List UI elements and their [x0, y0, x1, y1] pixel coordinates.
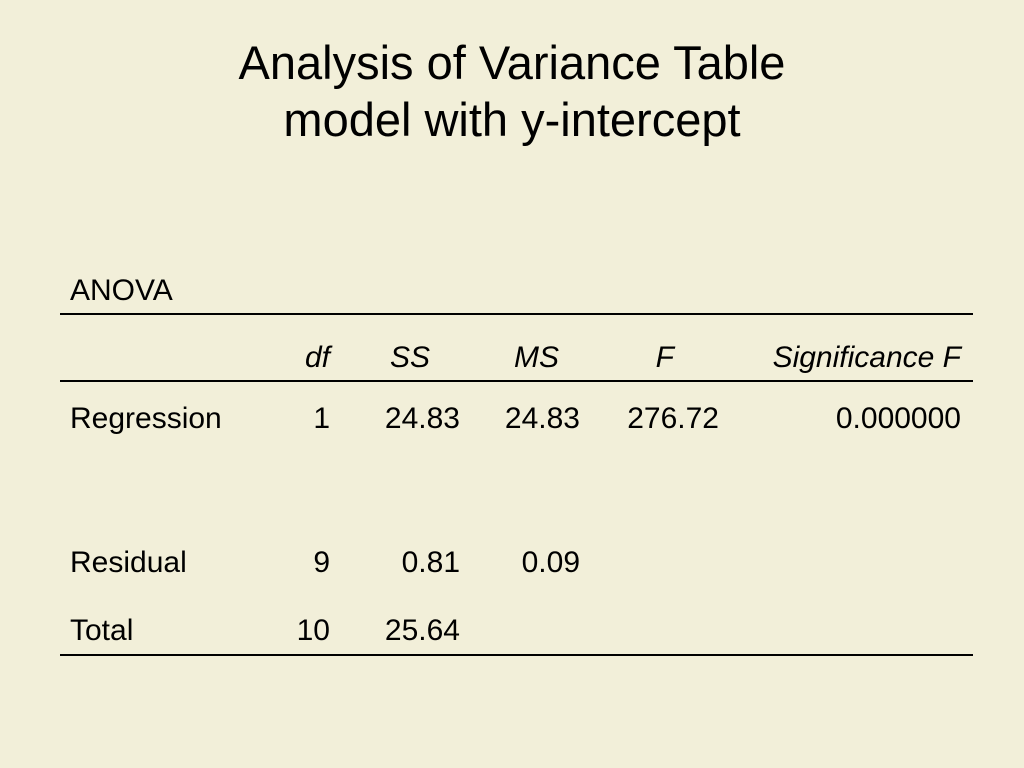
header-f: F — [655, 341, 674, 374]
row-regression-ss: 24.83 — [384, 402, 460, 435]
table-header-rule — [60, 380, 973, 382]
header-ss: SS — [389, 341, 430, 374]
table-bottom-rule — [60, 654, 973, 656]
table-label: ANOVA — [70, 274, 173, 307]
row-total-label: Total — [70, 614, 134, 647]
row-total-df: 10 — [296, 614, 330, 647]
row-residual-label: Residual — [70, 546, 187, 579]
header-ms: MS — [514, 341, 559, 374]
slide-title-line-1: Analysis of Variance Table — [238, 36, 786, 89]
row-regression-f: 276.72 — [627, 402, 719, 435]
slide-title-line-2: model with y-intercept — [283, 93, 741, 146]
table-top-rule — [60, 313, 973, 315]
row-regression-label: Regression — [70, 402, 222, 435]
row-regression-df: 1 — [313, 402, 330, 435]
header-significance-f: Significance F — [772, 341, 961, 374]
header-df: df — [304, 341, 330, 374]
row-residual-df: 9 — [313, 546, 330, 579]
row-regression-significance: 0.000000 — [835, 402, 961, 435]
row-regression-ms: 24.83 — [504, 402, 580, 435]
row-total-ss: 25.64 — [384, 614, 460, 647]
row-residual-ms: 0.09 — [521, 546, 580, 579]
slide-title: Analysis of Variance Table model with y-… — [0, 34, 1024, 148]
row-residual-ss: 0.81 — [401, 546, 460, 579]
